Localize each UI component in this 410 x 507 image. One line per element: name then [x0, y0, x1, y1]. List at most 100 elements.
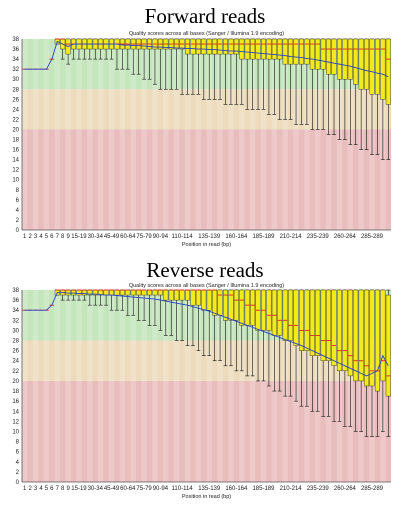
box [244, 289, 250, 326]
box [195, 289, 201, 306]
x-tick-label: 8 [61, 234, 65, 240]
y-tick-label: 10 [12, 429, 19, 435]
box [174, 289, 180, 301]
stripe [97, 39, 104, 230]
x-tick-label: 285-289 [361, 234, 384, 240]
box [185, 289, 190, 301]
reverse-reads-title: Reverse reads [146, 258, 264, 282]
box [266, 38, 272, 60]
stripe [108, 39, 115, 230]
box [109, 289, 115, 296]
stripe [32, 290, 39, 482]
x-tick-label: 4 [39, 234, 43, 240]
x-tick-label: 110-114 [172, 486, 194, 492]
box [163, 289, 169, 301]
mean-line [24, 292, 389, 377]
box [374, 289, 380, 392]
box [212, 38, 218, 55]
box [304, 38, 310, 65]
stripe [249, 39, 256, 230]
box [103, 289, 109, 296]
y-tick-label: 34 [12, 308, 19, 314]
box [342, 38, 348, 80]
stripe [163, 290, 169, 482]
box [250, 289, 256, 326]
box [364, 289, 370, 387]
stripe [76, 290, 82, 482]
box [266, 289, 272, 331]
stripe [239, 290, 245, 482]
x-tick-label: 9 [66, 234, 70, 240]
box [185, 38, 190, 55]
box [320, 38, 326, 70]
stripe [141, 290, 147, 482]
y-tick-label: 4 [16, 460, 20, 466]
x-axis-label: Position in read (bp) [182, 242, 231, 248]
box [223, 38, 228, 55]
y-tick-label: 4 [16, 208, 20, 214]
x-tick-label: 2 [28, 486, 32, 492]
stripe [32, 39, 39, 230]
x-tick-label: 75-79 [136, 234, 152, 240]
box [190, 289, 196, 306]
box [358, 289, 364, 382]
x-tick-label: 185-189 [252, 234, 275, 240]
y-tick-label: 38 [12, 37, 19, 43]
x-tick-label: 45-49 [104, 486, 120, 492]
box [125, 289, 131, 296]
band-2 [22, 129, 391, 230]
box [309, 38, 315, 70]
x-tick-label: 30-34 [88, 486, 104, 492]
box [315, 289, 321, 356]
x-tick-label: 235-239 [307, 234, 330, 240]
box [326, 38, 332, 75]
y-tick-label: 22 [12, 117, 19, 123]
box [119, 289, 125, 296]
stripe [206, 290, 212, 482]
box [190, 38, 196, 55]
box [380, 38, 386, 100]
box [147, 289, 153, 296]
box [233, 38, 239, 55]
box [369, 289, 375, 387]
box [385, 38, 391, 105]
x-tick-label: 4 [39, 486, 43, 492]
stripe [184, 290, 191, 482]
stripe [87, 39, 93, 230]
stripe [130, 39, 136, 230]
box [347, 38, 353, 80]
y-tick-label: 18 [12, 389, 19, 395]
stripe [119, 290, 126, 482]
y-tick-label: 20 [12, 127, 19, 133]
x-tick-label: 9 [66, 486, 70, 492]
stripe [43, 290, 50, 482]
stripe [119, 39, 126, 230]
y-tick-label: 20 [12, 379, 19, 385]
y-tick-label: 34 [12, 57, 19, 63]
box [331, 38, 337, 75]
box [304, 289, 310, 351]
y-tick-label: 6 [16, 198, 20, 204]
x-tick-label: 60-64 [120, 486, 136, 492]
stripe [271, 39, 278, 230]
stripe [152, 290, 158, 482]
y-tick-label: 0 [16, 228, 20, 234]
box [152, 289, 158, 296]
x-tick-label: 45-49 [104, 234, 120, 240]
box [309, 289, 315, 356]
x-tick-label: 185-189 [252, 486, 275, 492]
stripe [65, 39, 71, 230]
y-tick-label: 2 [16, 218, 20, 224]
stripe [65, 290, 71, 482]
box [239, 38, 245, 60]
y-tick-label: 10 [12, 178, 19, 184]
stripe [152, 39, 158, 230]
box [271, 289, 277, 336]
y-tick-label: 36 [12, 47, 19, 53]
stripe [293, 39, 299, 230]
mean-line [24, 40, 389, 78]
y-tick-label: 18 [12, 138, 19, 144]
chart-title: Quality scores across all bases (Sanger … [129, 283, 284, 289]
stripe [228, 39, 234, 230]
x-tick-label: 5 [45, 486, 49, 492]
